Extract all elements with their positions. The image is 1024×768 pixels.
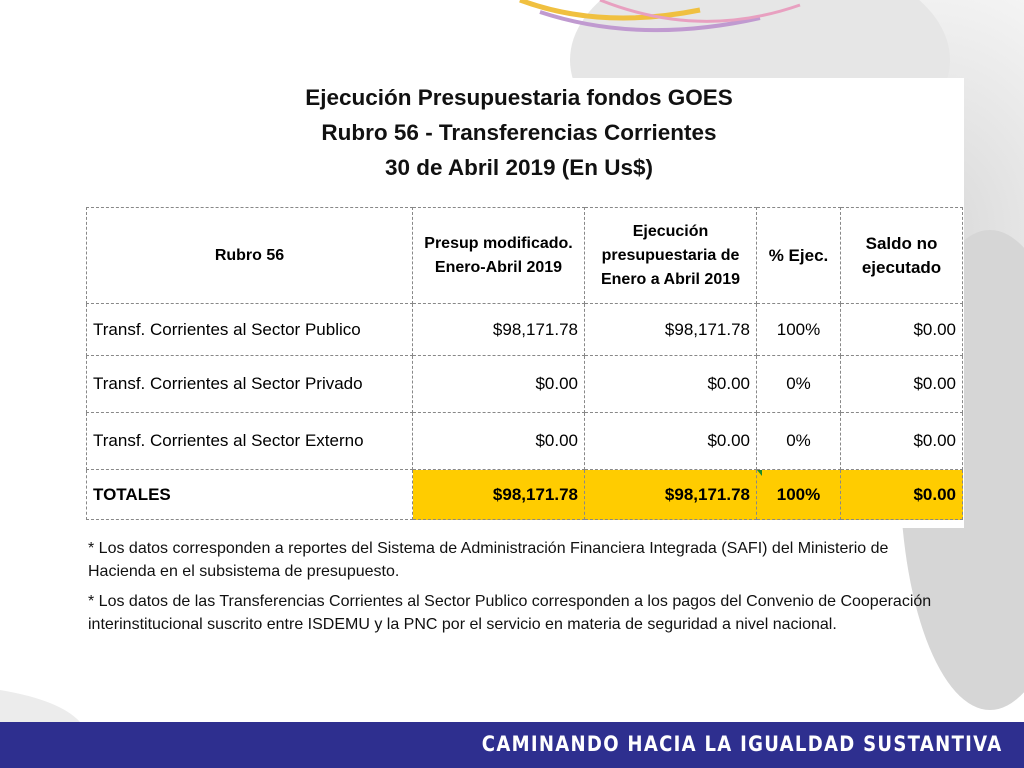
budget-table: Rubro 56 Presup modificado. Enero-Abril … xyxy=(86,207,963,520)
row-label: Transf. Corrientes al Sector Externo xyxy=(86,412,413,470)
table-row: Transf. Corrientes al Sector Privado $0.… xyxy=(86,355,963,413)
row-pct: 0% xyxy=(756,355,841,413)
row-saldo: $0.00 xyxy=(840,355,963,413)
title-block: Ejecución Presupuestaria fondos GOES Rub… xyxy=(74,80,964,185)
header-pct: % Ejec. xyxy=(756,207,841,304)
row-ejecucion: $0.00 xyxy=(584,355,757,413)
footnotes: * Los datos corresponden a reportes del … xyxy=(88,538,958,644)
table-row: Transf. Corrientes al Sector Publico $98… xyxy=(86,303,963,356)
footnote-1: * Los datos corresponden a reportes del … xyxy=(88,540,889,580)
cell-comment-marker xyxy=(757,470,762,476)
table-row: Transf. Corrientes al Sector Externo $0.… xyxy=(86,412,963,470)
row-ejecucion: $0.00 xyxy=(584,412,757,470)
title-line-2: Rubro 56 - Transferencias Corrientes xyxy=(321,120,717,145)
totals-ejecucion: $98,171.78 xyxy=(584,469,757,520)
footer-slogan: CAMINANDO HACIA LA IGUALDAD SUSTANTIVA xyxy=(481,732,1002,756)
row-presup: $98,171.78 xyxy=(412,303,585,356)
footnote-2: * Los datos de las Transferencias Corrie… xyxy=(88,593,932,633)
totals-saldo: $0.00 xyxy=(840,469,963,520)
row-pct: 100% xyxy=(756,303,841,356)
totals-row: TOTALES $98,171.78 $98,171.78 100% $0.00 xyxy=(86,469,963,520)
table-header-row: Rubro 56 Presup modificado. Enero-Abril … xyxy=(86,207,963,304)
row-pct: 0% xyxy=(756,412,841,470)
row-label: Transf. Corrientes al Sector Privado xyxy=(86,355,413,413)
title-line-1: Ejecución Presupuestaria fondos GOES xyxy=(305,85,733,110)
header-ejecucion: Ejecución presupuestaria de Enero a Abri… xyxy=(584,207,757,304)
row-presup: $0.00 xyxy=(412,355,585,413)
footer-bar xyxy=(0,722,1024,768)
row-saldo: $0.00 xyxy=(840,412,963,470)
header-presup: Presup modificado. Enero-Abril 2019 xyxy=(412,207,585,304)
totals-presup: $98,171.78 xyxy=(412,469,585,520)
row-presup: $0.00 xyxy=(412,412,585,470)
totals-label: TOTALES xyxy=(86,469,413,520)
totals-pct: 100% xyxy=(756,469,841,520)
row-label: Transf. Corrientes al Sector Publico xyxy=(86,303,413,356)
row-saldo: $0.00 xyxy=(840,303,963,356)
header-saldo: Saldo no ejecutado xyxy=(840,207,963,304)
title-line-3: 30 de Abril 2019 (En Us$) xyxy=(384,155,654,180)
row-ejecucion: $98,171.78 xyxy=(584,303,757,356)
header-rubro: Rubro 56 xyxy=(86,207,413,304)
